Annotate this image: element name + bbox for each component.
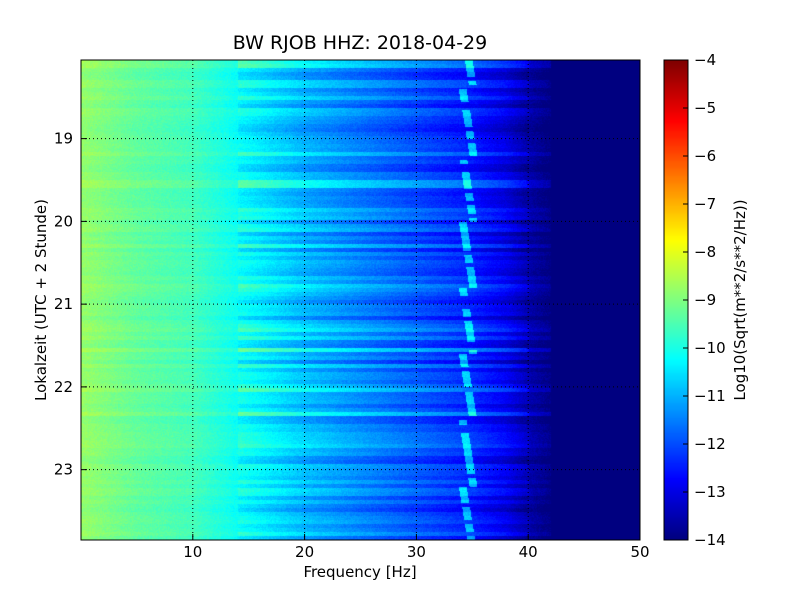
colorbar-tick-label: −12 xyxy=(694,435,726,453)
colorbar-tick-label: −11 xyxy=(694,387,726,405)
colorbar-tick-label: −5 xyxy=(694,99,716,117)
colorbar-ticks: −4 −5 −6 −7 −8 −9 −10 −11 −12 −13 −14 xyxy=(683,51,726,549)
x-axis-ticks: 10 20 30 40 50 xyxy=(183,534,650,561)
grid-lines xyxy=(81,60,640,540)
y-axis-ticks: 19 20 21 22 23 xyxy=(54,130,87,479)
colorbar-tick-label: −8 xyxy=(694,243,716,261)
colorbar-tick-label: −4 xyxy=(694,51,716,69)
y-axis-label: Lokalzeit (UTC + 2 Stunde) xyxy=(32,199,50,401)
colorbar-tick-label: −10 xyxy=(694,339,726,357)
x-tick-label: 40 xyxy=(519,543,538,561)
colorbar-tick-label: −13 xyxy=(694,483,726,501)
colorbar: −4 −5 −6 −7 −8 −9 −10 −11 −12 −13 −14 Log10(Sqrt(m… xyxy=(663,51,749,549)
x-tick-label: 30 xyxy=(407,543,426,561)
y-tick-label: 20 xyxy=(54,212,73,230)
x-axis-label: Frequency [Hz] xyxy=(303,563,416,581)
colorbar-tick-label: −7 xyxy=(694,195,716,213)
plot-area xyxy=(80,59,641,541)
colorbar-tick-label: −14 xyxy=(694,531,726,549)
y-tick-label: 21 xyxy=(54,295,73,313)
x-tick-label: 50 xyxy=(630,543,649,561)
x-tick-label: 10 xyxy=(183,543,202,561)
y-tick-label: 19 xyxy=(54,130,73,148)
colorbar-tick-label: −6 xyxy=(694,147,716,165)
x-tick-label: 20 xyxy=(295,543,314,561)
colorbar-label: Log10(Sqrt(m**2/s**2/Hz)) xyxy=(731,199,749,400)
chart-title: BW RJOB HHZ: 2018-04-29 xyxy=(233,32,487,54)
plot-frame xyxy=(80,59,641,541)
colorbar-tick-label: −9 xyxy=(694,291,716,309)
y-tick-label: 23 xyxy=(54,461,73,479)
y-tick-label: 22 xyxy=(54,378,73,396)
spectrogram-heatmap xyxy=(81,60,640,540)
